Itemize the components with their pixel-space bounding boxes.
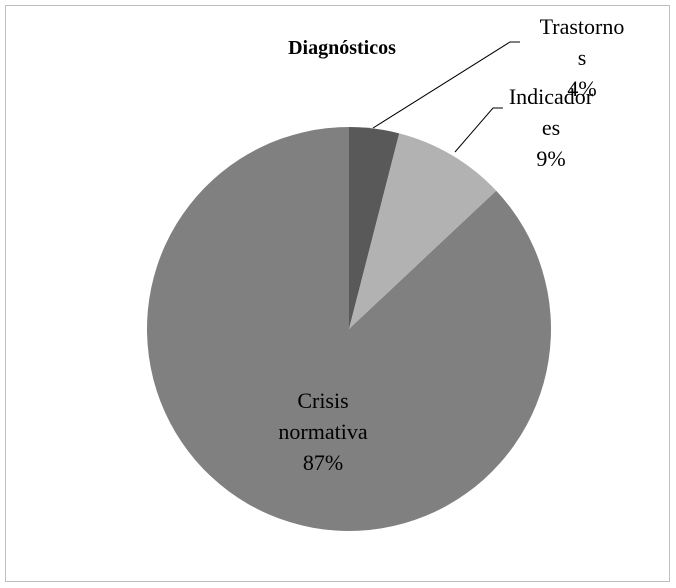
chart-title: Diagnósticos: [288, 37, 396, 59]
slice-label: Indicador es: [509, 84, 594, 140]
slice-value-label: 9%: [536, 146, 565, 171]
leader-line: [454, 107, 503, 153]
slice-value-label: 87%: [303, 450, 343, 475]
slice-label: Crisis normativa: [278, 388, 367, 444]
pie-slice: [349, 133, 497, 329]
leader-line: [372, 41, 520, 129]
slice-value-label: 4%: [567, 76, 596, 101]
pie-slice: [349, 127, 400, 329]
slice-label: Trastorno s: [540, 14, 625, 70]
pie-slice: [146, 127, 552, 531]
